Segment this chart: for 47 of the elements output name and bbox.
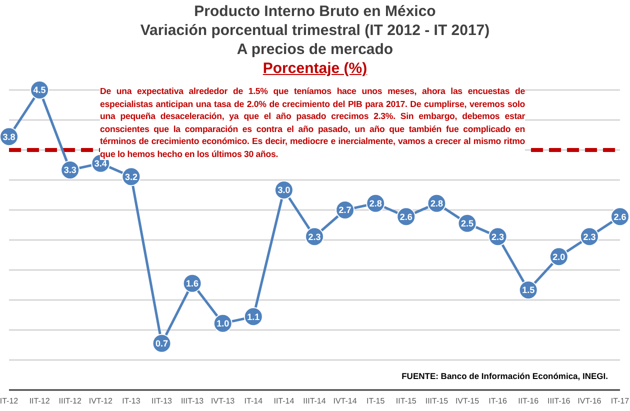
x-tick-label: IT-14 <box>244 396 264 406</box>
x-tick-label: IVT-15 <box>455 396 480 406</box>
x-tick-label: IIT-13 <box>152 396 173 406</box>
source-note: FUENTE: Banco de Información Económica, INEGI. <box>402 371 608 381</box>
x-tick-label: IIT-12 <box>29 396 50 406</box>
data-label: 2.5 <box>460 218 474 229</box>
data-label: 1.1 <box>247 312 260 322</box>
data-label: 1.0 <box>216 318 230 329</box>
data-label: 1.5 <box>522 285 535 296</box>
data-label: 2.3 <box>492 232 504 242</box>
x-tick-label: IIIT-12 <box>58 396 82 406</box>
data-label: 2.6 <box>614 212 626 222</box>
x-tick-label: IIIT-15 <box>425 396 449 406</box>
chart-title: Producto Interno Bruto en México <box>193 2 437 21</box>
data-label: 2.7 <box>338 205 352 216</box>
x-tick-label: IVT-14 <box>333 396 358 406</box>
x-tick-label: IIT-14 <box>274 396 295 406</box>
data-label: 4.5 <box>33 85 46 96</box>
data-label: 2.6 <box>400 212 412 222</box>
data-label: 3.2 <box>124 172 138 182</box>
data-label: 3.3 <box>64 165 76 176</box>
x-tick-label: IIT-15 <box>396 396 417 406</box>
y-axis-title: Porcentaje (%) <box>262 59 368 78</box>
data-label: 2.3 <box>583 232 596 242</box>
x-tick-label: IIIT-13 <box>180 396 204 406</box>
data-label: 2.8 <box>369 198 382 209</box>
x-tick-label: IT-12 <box>0 396 19 406</box>
x-tick-label: IIIT-14 <box>303 396 326 406</box>
data-label: 2.3 <box>308 232 321 242</box>
x-tick-label: IT-16 <box>488 396 508 406</box>
data-label: 3.8 <box>2 132 16 142</box>
annotation: De una expectativa alrededor de 1.5% que teníamos hace unos meses, ahora las encuestas de especialistas anticipan una tasa de 2.0% de crecimiento del PIB para 2017. De cumplirse, veremos solo una pequeña desaceleración, ya que el año pasado crecimos 2.3%. Sin embargo, debemos estar conscientes que la comparación es contra el año pasado, un año que también fue complicado en términos de crecimiento económico. Es decir, mediocre e inercialmente, vamos a crecer al mismo ritmo que lo hemos hecho en los últimos 30 años. <box>100 85 525 160</box>
data-label: 0.7 <box>155 338 168 349</box>
data-label: 1.6 <box>186 278 199 289</box>
data-label: 2.8 <box>430 198 443 209</box>
x-tick-label: IVT-12 <box>88 396 113 406</box>
chart-subtitle: Variación porcentual trimestral (IT 2012 - IT 2017) A precios de mercado <box>139 21 491 59</box>
x-tick-label: IVT-16 <box>578 396 602 406</box>
x-tick-label: IT-13 <box>122 396 141 406</box>
x-tick-label: IIT-16 <box>518 396 540 406</box>
x-tick-label: IIIT-16 <box>548 396 571 406</box>
data-label: 3.4 <box>94 158 107 169</box>
x-tick-label: IT-17 <box>610 396 630 406</box>
x-tick-label: IT-15 <box>366 396 386 406</box>
x-tick-label: IVT-13 <box>211 396 236 406</box>
data-label: 2.0 <box>552 252 566 262</box>
data-label: 3.0 <box>278 185 290 196</box>
